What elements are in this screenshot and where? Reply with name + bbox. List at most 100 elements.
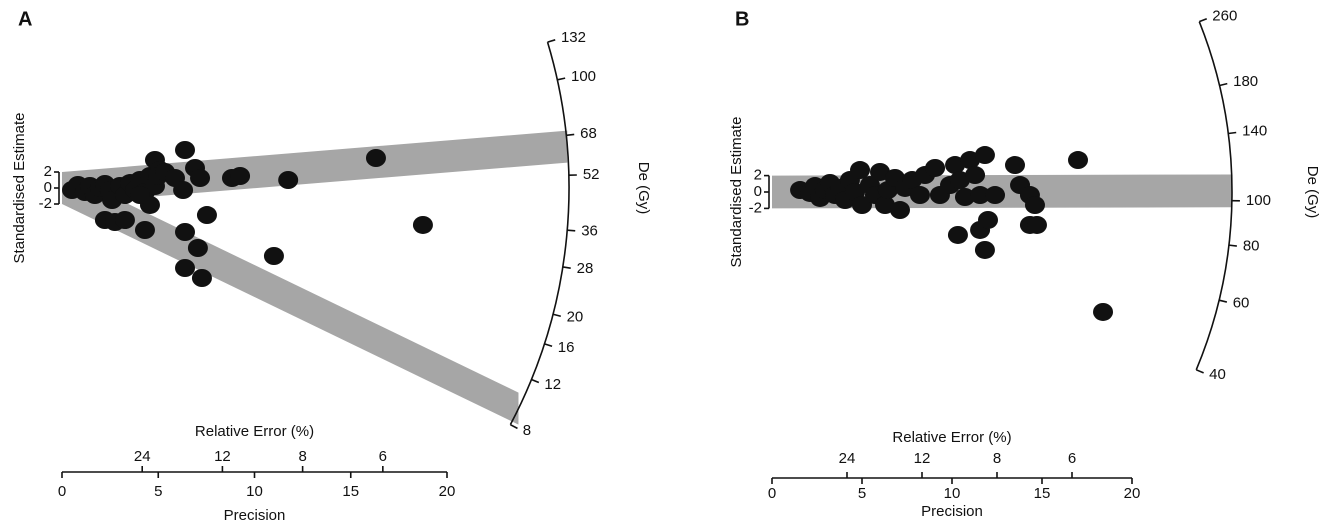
x2-tick-label: 12 bbox=[214, 448, 231, 465]
z-tick-label: 132 bbox=[561, 29, 586, 46]
x-axis-title: Precision bbox=[224, 507, 286, 524]
z-tick bbox=[510, 423, 518, 430]
z-tick bbox=[547, 39, 556, 43]
point bbox=[909, 186, 930, 205]
z-tick bbox=[557, 77, 566, 81]
z-axis-arc bbox=[1195, 21, 1233, 371]
z-tick bbox=[566, 133, 575, 137]
x2-tick-label: 8 bbox=[993, 450, 1001, 467]
z-tick bbox=[567, 229, 576, 232]
point bbox=[175, 223, 196, 241]
z-tick bbox=[1219, 82, 1228, 87]
band bbox=[62, 172, 519, 425]
z-tick-label: 180 bbox=[1233, 73, 1258, 90]
point bbox=[196, 206, 217, 225]
z-axis-title: De (Gy) bbox=[1304, 166, 1321, 219]
y-tick-label: -2 bbox=[749, 199, 762, 216]
point bbox=[412, 215, 433, 234]
z-tick bbox=[552, 313, 561, 317]
point bbox=[1005, 156, 1025, 175]
point bbox=[114, 211, 135, 229]
z-tick-label: 68 bbox=[580, 125, 597, 142]
y-axis-title: Standardised Estimate bbox=[11, 113, 28, 264]
x2-axis-title: Relative Error (%) bbox=[892, 429, 1011, 446]
x2-tick-label: 24 bbox=[134, 448, 151, 465]
x2-tick-label: 6 bbox=[379, 448, 387, 465]
panel-label: B bbox=[735, 8, 749, 30]
x2-tick-label: 6 bbox=[1068, 450, 1076, 467]
x-tick-label: 10 bbox=[246, 483, 263, 500]
y-tick-label: 0 bbox=[44, 179, 52, 196]
x-tick-label: 20 bbox=[439, 483, 456, 500]
y-tick-label: 2 bbox=[44, 163, 52, 180]
z-tick-label: 100 bbox=[571, 68, 596, 85]
z-tick bbox=[1218, 299, 1228, 303]
z-tick-label: 52 bbox=[583, 166, 600, 183]
point bbox=[1024, 196, 1045, 215]
point bbox=[970, 186, 991, 205]
point bbox=[870, 162, 890, 181]
point bbox=[175, 141, 196, 159]
point bbox=[173, 181, 194, 199]
z-tick-label: 20 bbox=[567, 309, 584, 326]
point bbox=[974, 146, 995, 165]
z-tick bbox=[1199, 17, 1208, 23]
y-tick-label: -2 bbox=[39, 195, 52, 212]
z-tick-label: 40 bbox=[1209, 366, 1226, 383]
z-tick bbox=[1195, 369, 1204, 374]
z-tick-label: 60 bbox=[1233, 294, 1250, 311]
point bbox=[365, 149, 386, 167]
point bbox=[978, 210, 998, 229]
y-tick-label: 2 bbox=[754, 167, 762, 184]
x-axis-title: Precision bbox=[921, 503, 983, 520]
point bbox=[965, 166, 986, 185]
z-tick bbox=[562, 266, 571, 269]
point bbox=[850, 161, 871, 180]
z-tick-label: 16 bbox=[558, 339, 575, 356]
z-tick-label: 100 bbox=[1246, 192, 1271, 209]
x2-axis-title: Relative Error (%) bbox=[195, 423, 314, 440]
point bbox=[187, 239, 208, 257]
panel-label: A bbox=[18, 8, 32, 30]
point bbox=[949, 171, 970, 190]
point bbox=[191, 269, 212, 287]
x-tick-label: 15 bbox=[1034, 485, 1051, 502]
y-tick-label: 0 bbox=[754, 183, 762, 200]
z-tick-label: 80 bbox=[1243, 238, 1260, 255]
z-tick-label: 28 bbox=[577, 260, 594, 277]
x-tick-label: 0 bbox=[768, 485, 776, 502]
x-tick-label: 15 bbox=[342, 483, 359, 500]
point bbox=[230, 167, 251, 185]
z-tick bbox=[531, 378, 540, 384]
y-axis-title: Standardised Estimate bbox=[728, 117, 745, 268]
z-tick-label: 12 bbox=[544, 376, 561, 393]
x-tick-label: 5 bbox=[154, 483, 162, 500]
point bbox=[954, 188, 975, 207]
point bbox=[925, 158, 946, 177]
point bbox=[1026, 215, 1047, 234]
point bbox=[175, 259, 196, 277]
x2-tick-label: 8 bbox=[298, 448, 306, 465]
point bbox=[974, 240, 995, 259]
z-tick bbox=[544, 343, 553, 348]
z-tick-label: 36 bbox=[581, 222, 598, 239]
point bbox=[129, 186, 150, 205]
x-tick-label: 10 bbox=[944, 485, 961, 502]
z-tick-label: 140 bbox=[1242, 123, 1267, 140]
z-axis-title: De (Gy) bbox=[635, 162, 652, 215]
x2-tick-label: 24 bbox=[839, 450, 856, 467]
x-tick-label: 20 bbox=[1124, 485, 1141, 502]
z-tick bbox=[1228, 131, 1237, 135]
z-tick-label: 260 bbox=[1212, 7, 1237, 24]
point bbox=[889, 201, 910, 220]
point bbox=[278, 171, 299, 189]
point bbox=[985, 186, 1006, 205]
x-tick-label: 0 bbox=[58, 483, 66, 500]
x-tick-label: 5 bbox=[858, 485, 866, 502]
z-tick-label: 8 bbox=[523, 422, 531, 439]
point bbox=[1093, 302, 1114, 321]
point bbox=[263, 247, 284, 265]
